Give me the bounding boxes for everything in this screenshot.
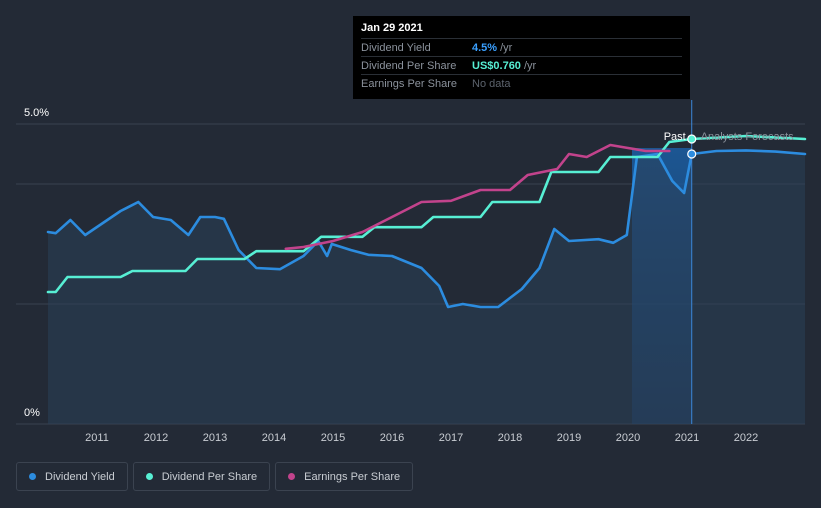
tooltip-date: Jan 29 2021 bbox=[361, 22, 423, 34]
x-tick-label: 2014 bbox=[262, 432, 286, 444]
tooltip-row-earnings-per-share: Earnings Per Share No data bbox=[361, 74, 682, 92]
dividend-per-share-marker bbox=[687, 134, 697, 144]
y-axis-top-label: 5.0% bbox=[24, 107, 49, 119]
cursor-markers bbox=[687, 100, 697, 424]
dividend-per-share-line bbox=[46, 134, 807, 294]
y-axis-bottom-label: 0% bbox=[24, 407, 40, 419]
chart-legend: Dividend Yield Dividend Per Share Earnin… bbox=[16, 462, 414, 491]
x-tick-label: 2016 bbox=[380, 432, 404, 444]
legend-dot-icon bbox=[145, 473, 153, 480]
x-tick-label: 2015 bbox=[321, 432, 345, 444]
past-label: Past bbox=[664, 131, 686, 143]
forecast-label: Analysts Forecasts bbox=[701, 131, 794, 143]
legend-label: Dividend Yield bbox=[45, 470, 115, 483]
legend-dividend-yield[interactable]: Dividend Yield bbox=[16, 462, 128, 491]
legend-earnings-per-share[interactable]: Earnings Per Share bbox=[275, 462, 414, 491]
legend-dot-icon bbox=[288, 473, 296, 480]
x-tick-label: 2017 bbox=[439, 432, 463, 444]
axis-labels: 5.0% 0% 2011 2012 2013 2014 2015 2016 2017 2018 20… bbox=[24, 107, 794, 444]
x-tick-label: 2020 bbox=[616, 432, 640, 444]
hover-tooltip: Jan 29 2021 Dividend Yield 4.5% /yr Divi… bbox=[353, 16, 690, 99]
x-tick-label: 2011 bbox=[85, 432, 109, 444]
tooltip-value: 4.5% bbox=[472, 41, 498, 54]
series-areas bbox=[48, 150, 805, 424]
tooltip-unit: /yr bbox=[500, 41, 513, 54]
x-tick-label: 2019 bbox=[557, 432, 581, 444]
x-tick-label: 2022 bbox=[734, 432, 758, 444]
tooltip-label: Dividend Yield bbox=[361, 41, 431, 54]
tooltip-row-dividend-yield: Dividend Yield 4.5% /yr bbox=[361, 38, 682, 56]
series-lines bbox=[46, 134, 807, 309]
legend-dot-icon bbox=[29, 473, 36, 480]
x-tick-label: 2021 bbox=[675, 432, 699, 444]
dividend-yield-area bbox=[48, 150, 805, 424]
x-tick-label: 2013 bbox=[203, 432, 227, 444]
x-tick-label: 2012 bbox=[144, 432, 168, 444]
tooltip-label: Dividend Per Share bbox=[361, 59, 457, 72]
tooltip-value: No data bbox=[472, 77, 511, 90]
tooltip-value: US$0.760 bbox=[472, 59, 521, 72]
legend-dividend-per-share[interactable]: Dividend Per Share bbox=[132, 462, 271, 491]
legend-label: Dividend Per Share bbox=[161, 470, 258, 483]
earnings-per-share-line bbox=[284, 143, 671, 251]
x-tick-label: 2018 bbox=[498, 432, 522, 444]
legend-label: Earnings Per Share bbox=[304, 470, 401, 483]
tooltip-unit: /yr bbox=[523, 59, 537, 72]
dividend-yield-line bbox=[46, 149, 807, 309]
dividend-yield-marker bbox=[687, 149, 697, 159]
tooltip-label: Earnings Per Share bbox=[361, 77, 457, 90]
tooltip-row-dividend-per-share: Dividend Per Share US$0.760 /yr bbox=[361, 56, 682, 74]
